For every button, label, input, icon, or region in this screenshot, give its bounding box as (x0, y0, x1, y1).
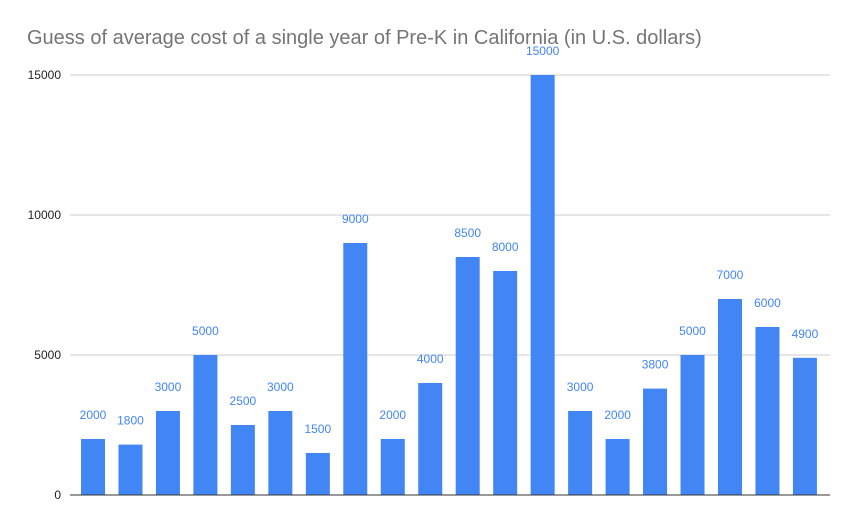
y-tick-label: 0 (54, 488, 61, 502)
data-label-17: 5000 (679, 324, 706, 338)
data-label-6: 3000 (267, 380, 294, 394)
bar-11 (455, 257, 480, 495)
bar-2 (118, 444, 143, 495)
data-label-19: 6000 (754, 296, 781, 310)
data-label-20: 4900 (792, 327, 819, 341)
bar-13 (530, 75, 555, 495)
y-tick-label: 10000 (28, 208, 62, 222)
data-label-16: 3800 (642, 358, 669, 372)
bar-7 (305, 453, 330, 495)
data-label-18: 7000 (717, 268, 744, 282)
data-label-9: 2000 (379, 408, 406, 422)
data-label-8: 9000 (342, 212, 369, 226)
bar-14 (568, 411, 593, 495)
bar-12 (493, 271, 518, 495)
y-tick-label: 5000 (34, 348, 61, 362)
bar-9 (380, 439, 405, 495)
bar-19 (755, 327, 780, 495)
bar-8 (343, 243, 368, 495)
bar-20 (792, 357, 817, 495)
data-label-7: 1500 (304, 422, 331, 436)
bar-4 (193, 355, 218, 495)
bar-16 (643, 388, 668, 495)
y-axis-ticks: 0 5000 10000 15000 (28, 68, 62, 502)
bar-15 (605, 439, 630, 495)
data-label-10: 4000 (417, 352, 444, 366)
bar-6 (268, 411, 293, 495)
chart-title: Guess of average cost of a single year o… (27, 27, 702, 49)
data-label-3: 3000 (155, 380, 182, 394)
bar-17 (680, 355, 705, 495)
bar-3 (155, 411, 180, 495)
data-label-14: 3000 (567, 380, 594, 394)
data-label-2: 1800 (117, 414, 144, 428)
bar-18 (717, 299, 742, 495)
data-label-11: 8500 (454, 226, 481, 240)
data-label-13: 15000 (526, 44, 560, 58)
bar-10 (418, 383, 443, 495)
gridlines (70, 74, 830, 356)
data-label-15: 2000 (604, 408, 631, 422)
y-tick-label: 15000 (28, 68, 62, 82)
data-label-1: 2000 (80, 408, 107, 422)
bar-1 (81, 439, 105, 495)
bars (81, 75, 817, 495)
data-labels: 2000 1800 3000 5000 2500 3000 1500 9000 2000 4000… (80, 44, 819, 436)
data-label-12: 8000 (492, 240, 519, 254)
bar-5 (230, 425, 255, 495)
data-label-5: 2500 (230, 394, 257, 408)
data-label-4: 5000 (192, 324, 219, 338)
